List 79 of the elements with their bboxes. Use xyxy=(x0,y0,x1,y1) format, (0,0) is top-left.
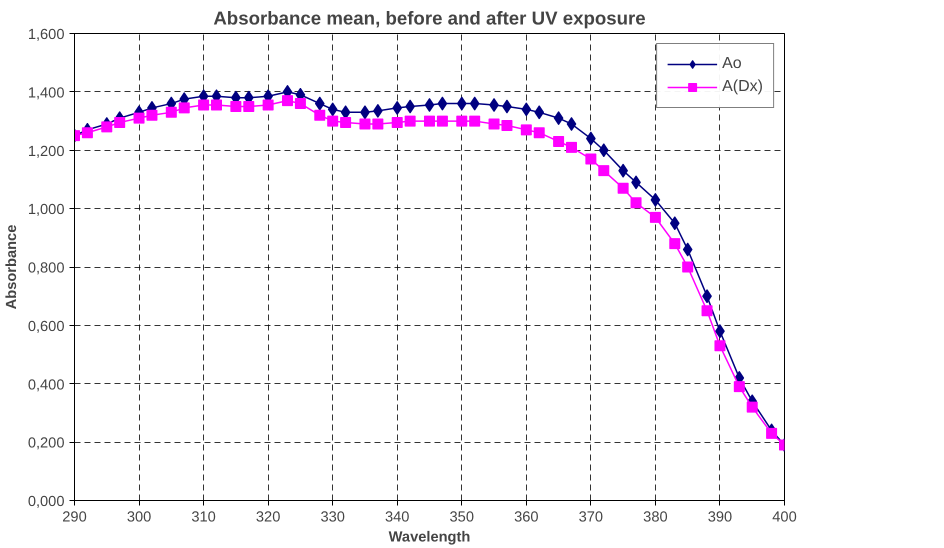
x-tick-label: 350 xyxy=(450,510,474,526)
point xyxy=(392,117,403,128)
y-tick-label: 0,000 xyxy=(28,494,65,510)
x-tick-label: 400 xyxy=(772,510,797,526)
point xyxy=(146,110,158,121)
point xyxy=(470,96,480,111)
point xyxy=(314,96,325,111)
point xyxy=(520,124,532,136)
x-tick-label: 290 xyxy=(62,510,87,526)
point xyxy=(598,143,609,158)
legend-label: A(Dx) xyxy=(722,78,763,96)
point xyxy=(82,127,93,138)
point xyxy=(714,340,726,352)
point xyxy=(456,116,468,127)
x-tick-label: 320 xyxy=(256,510,280,526)
point xyxy=(521,102,532,116)
x-tick-label: 300 xyxy=(126,510,152,526)
point xyxy=(211,100,222,111)
point xyxy=(501,120,512,131)
point xyxy=(469,116,480,127)
y-tick-label: 1,600 xyxy=(28,27,65,43)
point xyxy=(669,238,680,250)
point xyxy=(404,116,416,127)
chart-title: Absorbance mean, before and after UV exposure xyxy=(213,8,646,28)
point xyxy=(392,100,402,115)
point xyxy=(294,98,306,110)
point xyxy=(670,216,680,230)
point xyxy=(198,100,210,111)
point xyxy=(682,262,694,272)
point xyxy=(746,402,758,413)
point xyxy=(534,105,544,120)
point xyxy=(340,117,352,128)
y-tick-label: 0,400 xyxy=(28,377,65,394)
x-axis-title: Wavelength xyxy=(388,530,470,546)
point xyxy=(585,154,596,165)
point xyxy=(682,242,693,256)
y-axis-title: Absorbance xyxy=(4,224,20,310)
x-tick-label: 340 xyxy=(385,510,410,526)
point xyxy=(534,127,545,138)
point xyxy=(314,110,326,121)
x-tick-label: 390 xyxy=(708,510,732,526)
point xyxy=(766,428,778,439)
point xyxy=(178,102,190,114)
y-tick-label: 0,600 xyxy=(28,318,65,335)
point xyxy=(101,121,112,132)
point xyxy=(618,182,629,194)
legend-label: Ao xyxy=(722,55,742,73)
y-tick-label: 0,200 xyxy=(28,436,65,452)
point xyxy=(566,142,577,153)
point xyxy=(372,118,384,130)
point xyxy=(327,116,338,127)
point xyxy=(488,118,500,130)
point xyxy=(702,305,713,316)
point xyxy=(630,197,642,208)
point xyxy=(243,100,254,112)
x-tick-label: 370 xyxy=(578,510,604,526)
point xyxy=(650,212,661,223)
y-tick-label: 1,000 xyxy=(28,202,65,218)
point xyxy=(282,95,293,106)
x-tick-label: 360 xyxy=(514,510,539,526)
x-tick-label: 310 xyxy=(191,510,216,526)
point xyxy=(166,106,177,118)
point xyxy=(134,112,145,124)
point xyxy=(359,118,370,130)
y-tick-label: 0,800 xyxy=(28,260,65,276)
point xyxy=(456,96,467,111)
point xyxy=(262,100,274,111)
x-tick-label: 330 xyxy=(320,510,345,526)
point xyxy=(734,381,745,392)
point xyxy=(436,116,448,127)
point xyxy=(328,102,338,116)
x-tick-label: 380 xyxy=(643,510,668,526)
y-tick-label: 1,200 xyxy=(28,144,65,160)
point xyxy=(424,116,435,127)
point xyxy=(230,100,242,112)
point xyxy=(114,117,126,128)
y-tick-label: 1,400 xyxy=(28,85,65,102)
point xyxy=(598,165,610,176)
point xyxy=(553,136,564,147)
